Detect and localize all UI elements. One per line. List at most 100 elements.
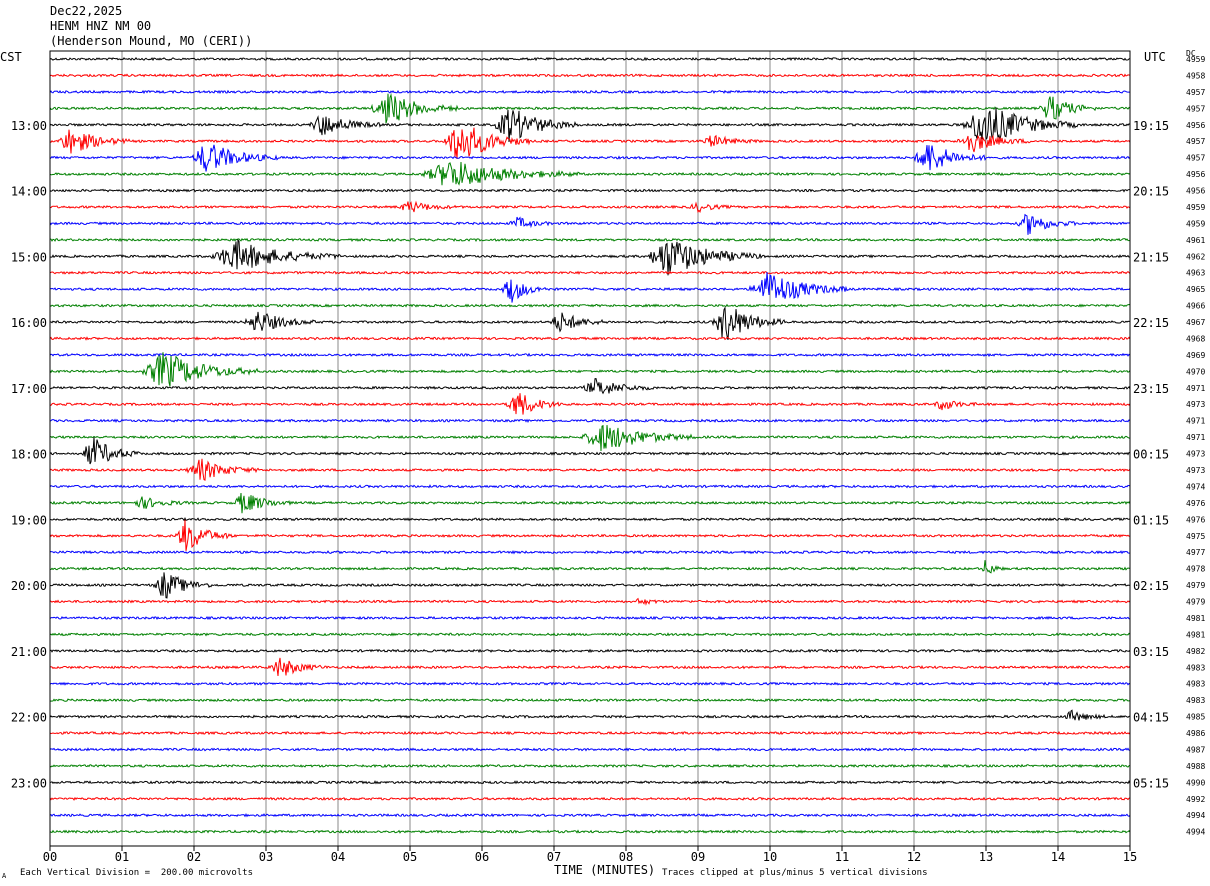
- x-tick-label: 03: [259, 850, 273, 864]
- trace-line: [49, 560, 1131, 574]
- right-hour-label: 19:15: [1133, 119, 1169, 133]
- trace-line: [49, 200, 1131, 214]
- trace-line: [49, 161, 1131, 186]
- right-hour-labels: 19:15 20:15 21:15 22:15 23:15 00:15 01:15 02:15…: [1133, 119, 1169, 791]
- x-tick-label: 09: [691, 850, 705, 864]
- trace-line: [49, 352, 1131, 387]
- trace-line: [49, 492, 1131, 514]
- left-hour-label: 22:00: [11, 711, 47, 725]
- dc-offset-label: 4976: [1186, 515, 1205, 524]
- dc-offset-label: 4979: [1186, 598, 1205, 607]
- trace-line: [49, 270, 1131, 275]
- trace-line: [49, 107, 1131, 143]
- left-hour-label: 18:00: [11, 448, 47, 462]
- dc-offset-label: 4974: [1186, 482, 1205, 491]
- scale-note: Each Vertical Division = 200.00 microvol…: [20, 868, 253, 878]
- plot-frame: [49, 50, 1131, 847]
- x-tick-label: 01: [115, 850, 129, 864]
- trace-line: [49, 458, 1131, 481]
- dc-offset-label: 4965: [1186, 285, 1205, 294]
- left-hour-label: 13:00: [11, 119, 47, 133]
- x-tick-label: 10: [763, 850, 777, 864]
- left-hour-labels: 13:00 14:00 15:00 16:00 17:00 18:00 19:00 20:00…: [11, 119, 47, 791]
- dc-offset-label: 4956: [1186, 170, 1205, 179]
- x-tick-label: 11: [835, 850, 849, 864]
- dc-offset-label: 4966: [1186, 302, 1205, 311]
- trace-line: [49, 352, 1131, 358]
- trace-line: [49, 632, 1131, 637]
- dc-offset-label: 4978: [1186, 565, 1205, 574]
- trace-line: [49, 709, 1131, 721]
- dc-offset-label: 4970: [1186, 367, 1205, 376]
- x-tick-label: 06: [475, 850, 489, 864]
- right-hour-label: 00:15: [1133, 448, 1169, 462]
- right-hour-label: 02:15: [1133, 579, 1169, 593]
- trace-line: [49, 393, 1131, 415]
- dc-offset-label: 4959: [1186, 55, 1205, 64]
- left-hour-label: 15:00: [11, 250, 47, 264]
- dc-offset-label: 4958: [1186, 71, 1205, 80]
- dc-offset-label: 4982: [1186, 647, 1205, 656]
- x-tick-label: 00: [43, 850, 57, 864]
- dc-offset-label: 4956: [1186, 121, 1205, 130]
- x-axis-title: TIME (MINUTES): [554, 863, 656, 877]
- dc-offset-label: 4992: [1186, 795, 1205, 804]
- dc-offset-label: 4973: [1186, 450, 1205, 459]
- dc-offset-label: 4959: [1186, 203, 1205, 212]
- right-hour-label: 20:15: [1133, 185, 1169, 199]
- right-timezone-label: UTC: [1144, 50, 1166, 64]
- trace-line: [49, 615, 1131, 621]
- x-tick-label: 07: [547, 850, 561, 864]
- x-tick-label: 14: [1051, 850, 1065, 864]
- header-station: HENM HNZ NM 00: [50, 19, 152, 33]
- dc-offset-label: 4994: [1186, 828, 1205, 837]
- trace-line: [49, 437, 1131, 465]
- trace-line: [49, 657, 1131, 676]
- dc-offset-label: 4986: [1186, 729, 1205, 738]
- dc-offset-label: 4968: [1186, 334, 1205, 343]
- dc-offset-label: 4973: [1186, 400, 1205, 409]
- left-hour-label: 20:00: [11, 579, 47, 593]
- dc-offset-label: 4956: [1186, 187, 1205, 196]
- clip-note: Traces clipped at plus/minus 5 vertical …: [662, 868, 928, 878]
- dc-label: DC: [1186, 49, 1196, 58]
- trace-line: [49, 188, 1130, 193]
- trace-line: [49, 763, 1131, 769]
- dc-offset-label: 4983: [1186, 680, 1205, 689]
- dc-offset-label: 4983: [1186, 696, 1205, 705]
- trace-line: [49, 93, 1131, 124]
- x-tick-label: 12: [907, 850, 921, 864]
- dc-offset-label: 4979: [1186, 581, 1205, 590]
- dc-offset-label: 4962: [1186, 252, 1205, 261]
- trace-line: [49, 56, 1131, 62]
- header-date: Dec22,2025: [50, 4, 123, 18]
- trace-line: [49, 418, 1131, 423]
- dc-offset-label: 4987: [1186, 745, 1205, 754]
- right-hour-label: 03:15: [1133, 645, 1169, 659]
- dc-offset-label: 4990: [1186, 778, 1205, 787]
- x-tick-label: 13: [979, 850, 993, 864]
- dc-offset-label: 4967: [1186, 318, 1205, 327]
- dc-offset-label: 4983: [1186, 663, 1205, 672]
- dc-offset-label: 4957: [1186, 88, 1205, 97]
- trace-line: [49, 213, 1131, 235]
- left-timezone-label: CST: [0, 50, 22, 64]
- trace-line: [49, 127, 1131, 160]
- trace-line: [49, 780, 1131, 785]
- trace-line: [49, 484, 1131, 489]
- right-hour-label: 05:15: [1133, 776, 1169, 790]
- trace-line: [49, 747, 1131, 752]
- dc-offset-labels: 4959 4958 4957 4957 4956 4957 4957 4956 4956 4959…: [1186, 55, 1205, 837]
- right-hour-label: 01:15: [1133, 513, 1169, 527]
- x-tick-label: 15: [1123, 850, 1137, 864]
- trace-line: [49, 424, 1131, 452]
- trace-line: [49, 796, 1131, 801]
- right-hour-label: 21:15: [1133, 250, 1169, 264]
- trace-line: [49, 272, 1131, 303]
- dc-offset-label: 4971: [1186, 384, 1205, 393]
- dc-offset-label: 4957: [1186, 104, 1205, 113]
- trace-line: [49, 73, 1131, 78]
- trace-line: [49, 730, 1131, 736]
- dc-offset-label: 4994: [1186, 811, 1205, 820]
